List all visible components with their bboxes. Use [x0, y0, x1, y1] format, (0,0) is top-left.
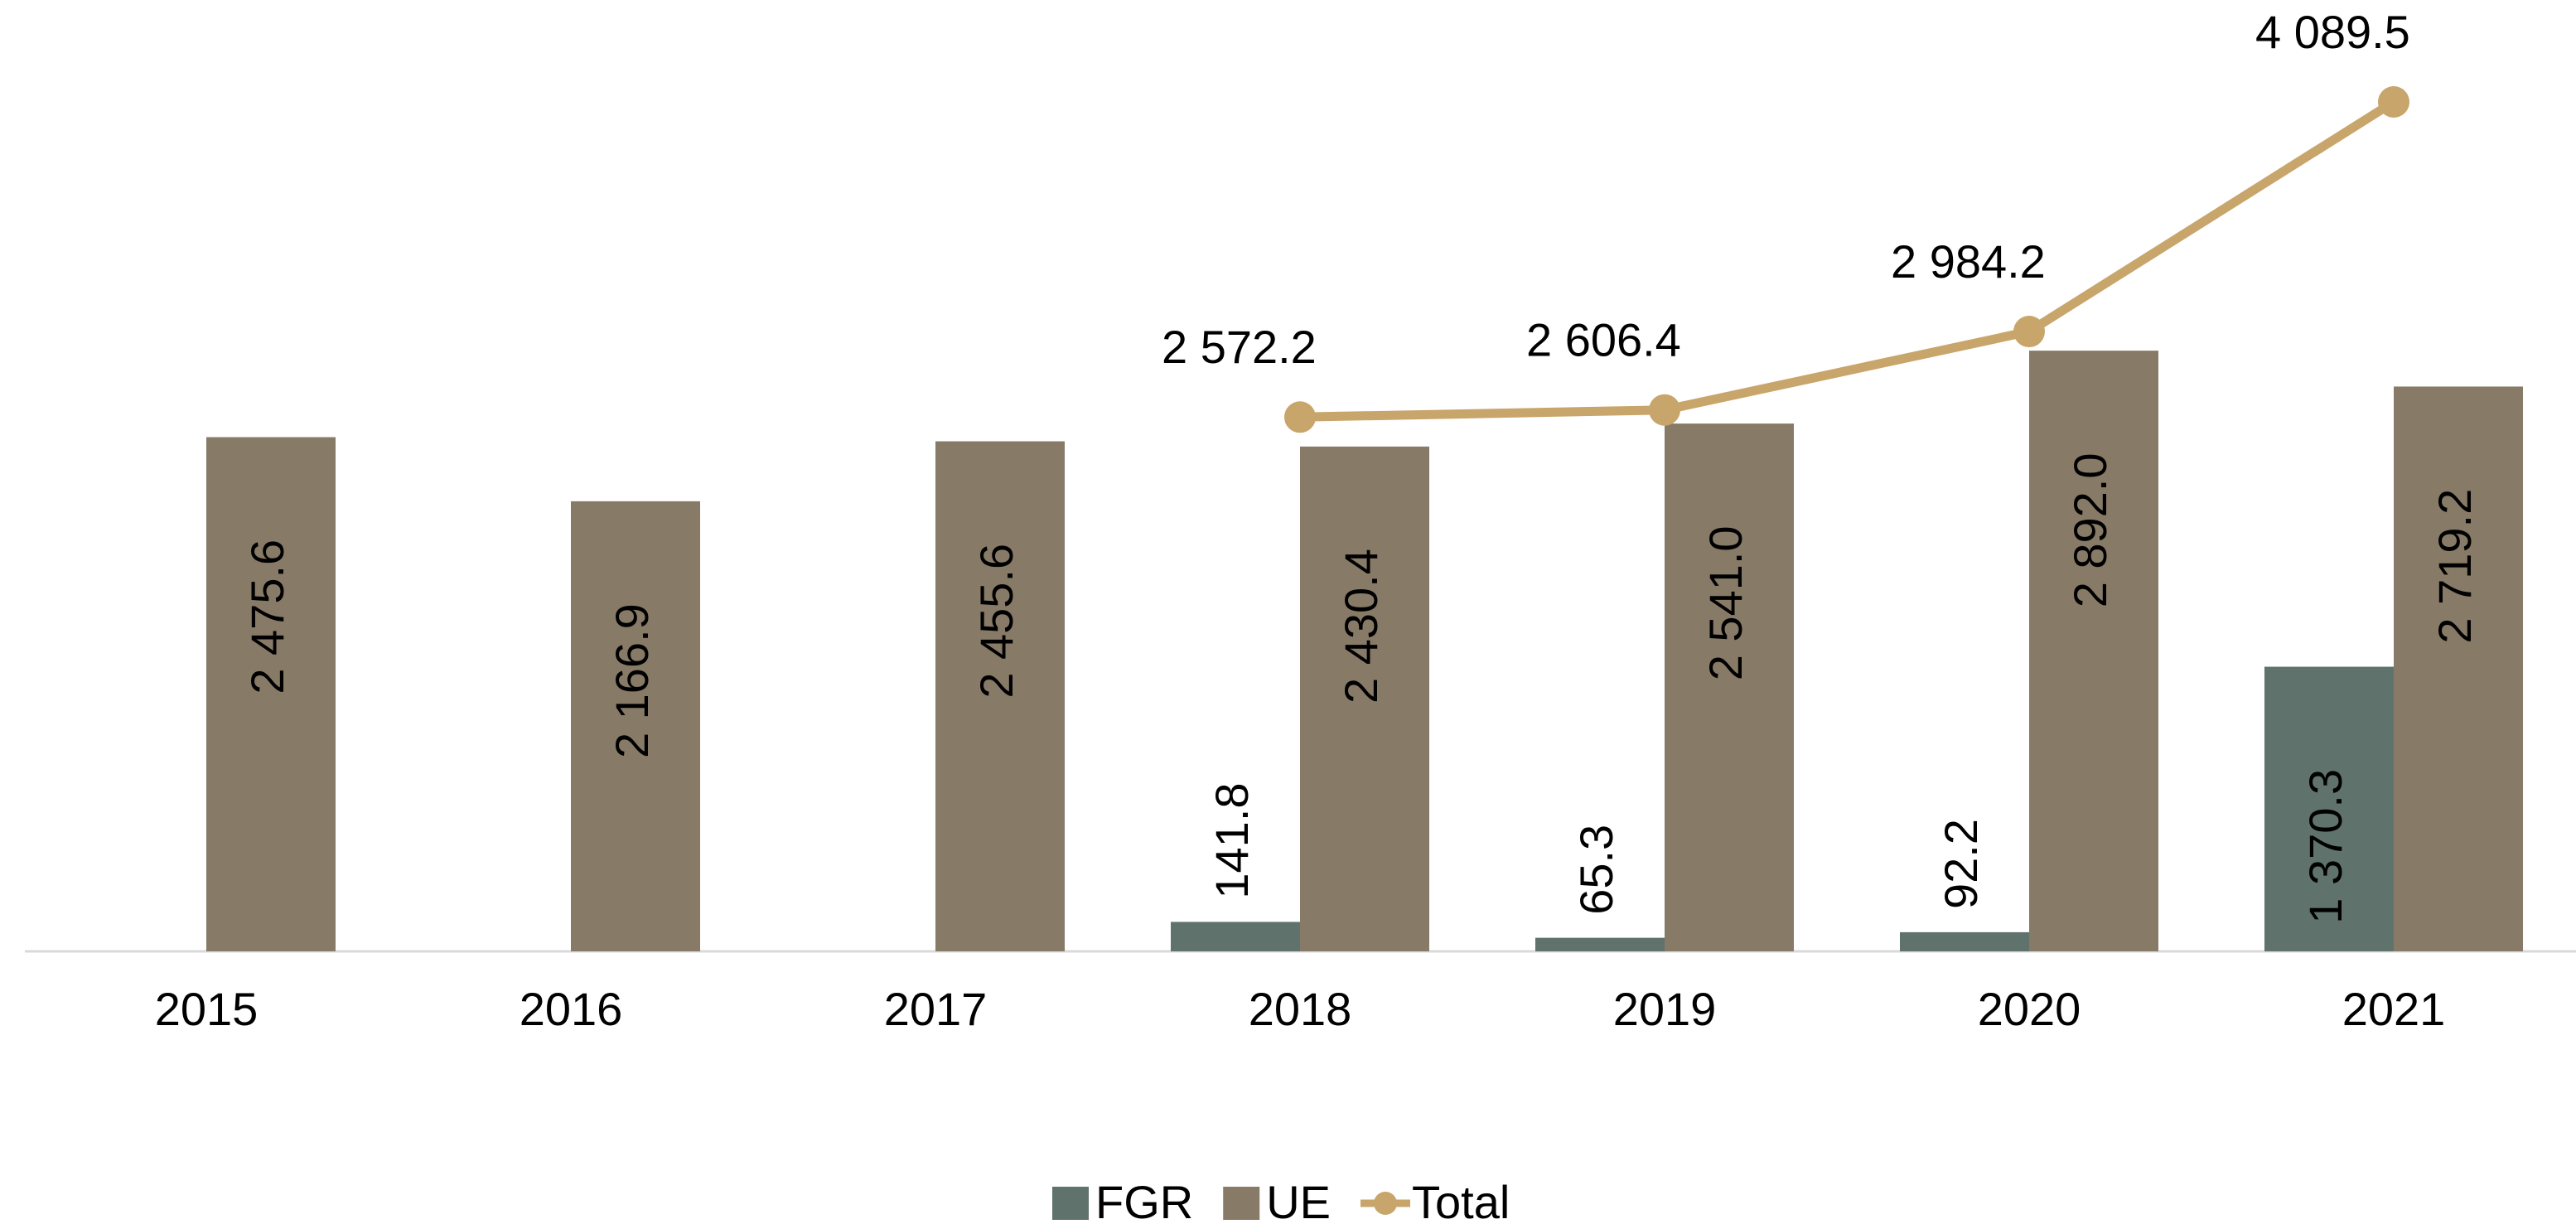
bar: [1665, 423, 1794, 951]
bar: [571, 501, 700, 951]
legend-swatch: [1374, 1192, 1398, 1215]
line-point: [1284, 401, 1316, 433]
legend-label: UE: [1266, 1176, 1331, 1224]
data-label: 2 606.4: [1526, 314, 1681, 366]
bar: [2029, 351, 2158, 951]
data-label: 92.2: [1935, 819, 1987, 909]
legend-label: FGR: [1095, 1176, 1193, 1224]
bar: [1900, 931, 2029, 951]
x-tick-label: 2019: [1613, 983, 1717, 1035]
data-label: 2 719.2: [2429, 489, 2481, 644]
data-label: 4 089.5: [2255, 6, 2410, 58]
line-point: [2378, 86, 2409, 118]
line-point: [1649, 394, 1680, 426]
bar: [1300, 446, 1429, 951]
bar: [1535, 937, 1665, 951]
x-tick-label: 2021: [2342, 983, 2446, 1035]
line-point: [2013, 316, 2045, 348]
bar: [1171, 922, 1300, 951]
bar: [206, 437, 336, 951]
data-label: 2 475.6: [241, 539, 293, 694]
data-label: 2 541.0: [1699, 525, 1752, 680]
bar: [2264, 666, 2394, 951]
x-tick-label: 2020: [1978, 983, 2081, 1035]
data-label: 2 984.2: [1891, 235, 2046, 288]
line: [1299, 98, 2396, 422]
data-label: 2 892.0: [2064, 452, 2116, 607]
data-label: 141.8: [1206, 782, 1258, 898]
x-tick-label: 2018: [1249, 983, 1352, 1035]
data-label: 65.3: [1570, 825, 1622, 915]
data-label: 2 166.9: [606, 603, 658, 758]
data-label: 1 370.3: [2299, 769, 2351, 924]
legend-label: Total: [1412, 1176, 1510, 1224]
bar: [2394, 386, 2523, 951]
data-label: 2 572.2: [1162, 321, 1317, 373]
data-label: 2 455.6: [970, 544, 1022, 699]
x-tick-label: 2017: [884, 983, 988, 1035]
x-tick-label: 2015: [155, 983, 259, 1035]
data-label: 2 430.4: [1335, 549, 1387, 704]
legend-swatch: [1052, 1187, 1089, 1220]
x-tick-label: 2016: [520, 983, 623, 1035]
bar: [935, 441, 1065, 951]
legend-swatch: [1223, 1187, 1260, 1220]
